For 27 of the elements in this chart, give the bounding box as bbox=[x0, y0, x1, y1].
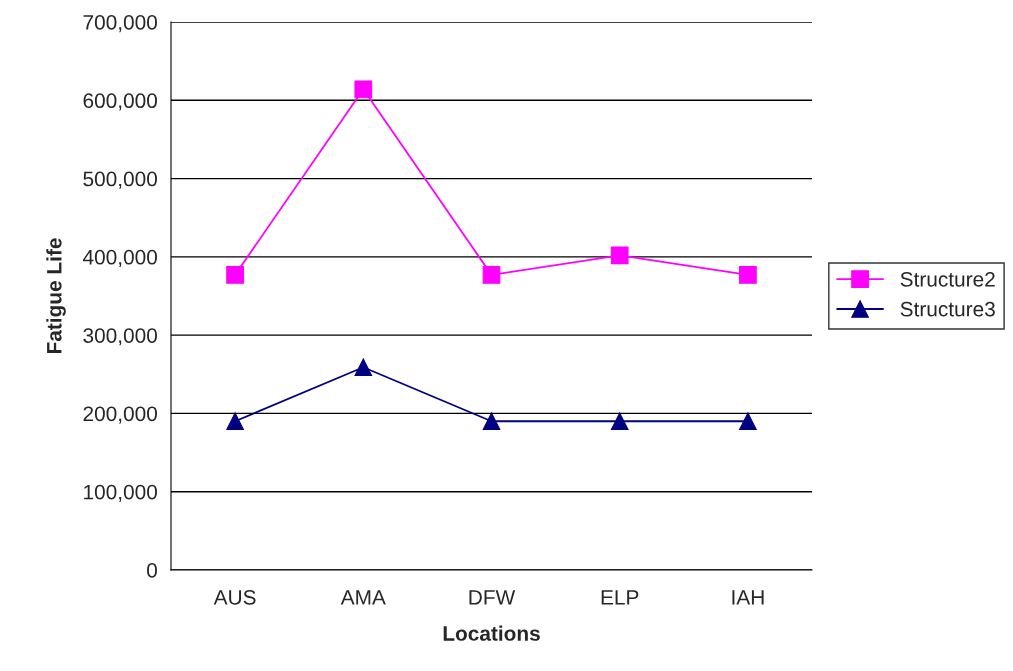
y-tick-label: 400,000 bbox=[82, 249, 157, 268]
point bbox=[739, 266, 757, 284]
point bbox=[610, 412, 629, 431]
point bbox=[482, 266, 501, 284]
y-axis-title: Fatigue Life bbox=[46, 238, 66, 354]
point bbox=[739, 412, 757, 431]
x-axis-title: Locations bbox=[443, 625, 540, 641]
point bbox=[482, 412, 501, 431]
legend-label: Structure2 bbox=[900, 271, 995, 287]
point bbox=[610, 246, 629, 265]
y-tick-label: 700,000 bbox=[83, 15, 157, 33]
y-tick-label: 600,000 bbox=[83, 93, 157, 111]
x-tick-label: AMA bbox=[340, 590, 386, 605]
point bbox=[354, 358, 373, 377]
point bbox=[226, 266, 244, 284]
x-tick-label: ELP bbox=[601, 590, 639, 605]
x-tick-label: DFW bbox=[469, 590, 516, 605]
legend-label: Structure3 bbox=[900, 301, 995, 317]
x-tick-label: AUS bbox=[213, 589, 256, 605]
y-tick-label: 0 bbox=[147, 563, 157, 578]
y-tick-label: 500,000 bbox=[83, 171, 157, 189]
y-tick-label: 300,000 bbox=[83, 328, 157, 346]
x-tick-label: IAH bbox=[732, 590, 764, 605]
point bbox=[226, 412, 244, 431]
point bbox=[354, 80, 373, 99]
y-tick-label: 200,000 bbox=[83, 406, 157, 424]
y-tick-label: 100,000 bbox=[84, 484, 157, 502]
